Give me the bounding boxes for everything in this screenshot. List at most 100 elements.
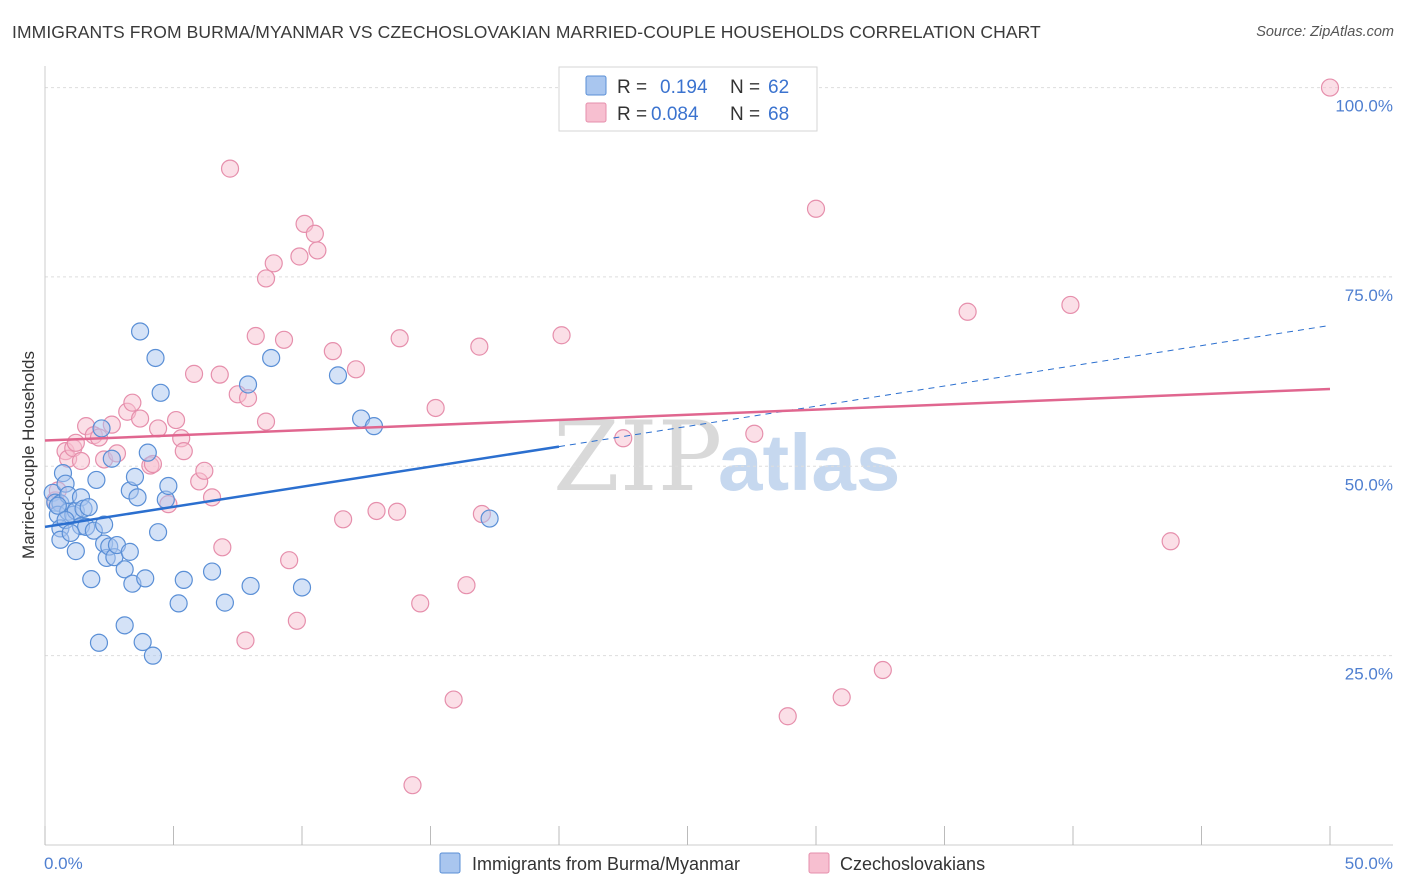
y-tick-label: 100.0% bbox=[1335, 97, 1393, 116]
gridlines bbox=[45, 87, 1393, 657]
burma-point bbox=[128, 488, 147, 507]
stats-legend-blue-r-label: R = bbox=[617, 77, 647, 98]
stats-legend-pink-r-label: R = bbox=[617, 104, 647, 125]
czech-point bbox=[236, 631, 255, 650]
burma-point bbox=[115, 560, 134, 579]
czech-point bbox=[614, 429, 633, 448]
czech-point bbox=[174, 442, 193, 461]
burma-point bbox=[202, 562, 222, 581]
czech-point bbox=[210, 365, 229, 384]
burma-point bbox=[48, 496, 67, 515]
burma-point bbox=[328, 366, 348, 385]
burma-point bbox=[159, 476, 178, 496]
czech-point bbox=[1161, 532, 1180, 551]
burma-point bbox=[102, 449, 121, 468]
burma-point bbox=[87, 470, 106, 490]
series-czechoslovakians-points bbox=[46, 78, 1340, 795]
burma-point bbox=[89, 633, 109, 652]
czech-point bbox=[323, 342, 342, 361]
czech-point bbox=[202, 488, 222, 507]
stats-legend-blue-swatch bbox=[585, 75, 607, 96]
czech-point bbox=[274, 330, 294, 349]
czech-point bbox=[264, 254, 283, 273]
czech-point bbox=[426, 398, 445, 418]
czech-point bbox=[66, 433, 85, 452]
czech-point bbox=[305, 224, 324, 243]
burma-point bbox=[92, 419, 111, 438]
czech-point bbox=[444, 690, 463, 709]
burma-point bbox=[238, 375, 258, 394]
czech-point bbox=[411, 594, 430, 613]
y-tick-label: 75.0% bbox=[1345, 286, 1393, 305]
legend-burma-label: Immigrants from Burma/Myanmar bbox=[472, 854, 740, 874]
burma-point bbox=[138, 443, 157, 462]
czech-point bbox=[832, 688, 851, 707]
stats-legend-blue-n-value: 62 bbox=[768, 77, 789, 98]
czech-point bbox=[387, 502, 407, 521]
burma-point bbox=[79, 498, 98, 517]
y-axis-label: Married-couple Households bbox=[19, 351, 38, 559]
burma-trend-extension bbox=[558, 324, 1331, 448]
burma-point bbox=[174, 570, 193, 590]
burma-point bbox=[120, 542, 139, 561]
czech-point bbox=[1320, 78, 1340, 97]
x-tick-label-min: 0.0% bbox=[44, 854, 83, 873]
y-tick-labels: 25.0% 50.0% 75.0% 100.0% bbox=[1335, 97, 1393, 684]
czech-point bbox=[195, 461, 214, 480]
burma-point bbox=[66, 542, 85, 561]
czech-point bbox=[246, 326, 265, 346]
czech-point bbox=[334, 510, 353, 529]
czech-point bbox=[280, 551, 299, 570]
legend-czech-label: Czechoslovakians bbox=[840, 854, 985, 874]
burma-point bbox=[292, 578, 312, 597]
burma-point bbox=[133, 632, 152, 652]
czech-point bbox=[148, 419, 168, 438]
czech-point bbox=[873, 660, 892, 680]
burma-point bbox=[125, 467, 145, 486]
burma-point bbox=[82, 570, 101, 589]
source-label: Source: ZipAtlas.com bbox=[1256, 24, 1394, 40]
czech-point bbox=[470, 337, 489, 356]
burma-point bbox=[130, 322, 150, 341]
stats-legend-pink-n-label: N = bbox=[730, 104, 760, 125]
burma-point bbox=[115, 616, 134, 635]
czech-point bbox=[308, 241, 327, 260]
watermark-atlas: atlas bbox=[718, 418, 900, 507]
czech-point bbox=[287, 611, 306, 630]
stats-legend-pink-swatch bbox=[585, 102, 607, 123]
czech-point bbox=[778, 707, 797, 726]
burma-point bbox=[151, 383, 170, 402]
burma-point bbox=[61, 523, 80, 543]
czech-point bbox=[552, 326, 571, 345]
stats-legend-pink-r-value: 0.084 bbox=[651, 104, 699, 125]
czech-point bbox=[71, 451, 91, 471]
bottom-legend: Immigrants from Burma/Myanmar Czechoslov… bbox=[439, 852, 985, 874]
burma-trend-line bbox=[44, 445, 560, 529]
czech-point bbox=[256, 412, 276, 431]
czech-point bbox=[958, 302, 977, 321]
czech-point bbox=[184, 364, 204, 383]
czech-point bbox=[123, 393, 142, 412]
burma-point bbox=[136, 569, 155, 588]
burma-point bbox=[241, 576, 260, 596]
czech-point bbox=[745, 424, 764, 443]
axes bbox=[44, 66, 1393, 846]
stats-legend-blue-n-label: N = bbox=[730, 77, 760, 98]
czech-point bbox=[403, 776, 422, 795]
burma-point bbox=[148, 523, 168, 542]
czech-point bbox=[346, 360, 366, 379]
legend-czech-swatch bbox=[808, 852, 830, 874]
stats-legend-pink-n-value: 68 bbox=[768, 104, 789, 125]
legend-burma-swatch bbox=[439, 852, 461, 874]
czech-point bbox=[1061, 295, 1080, 315]
y-tick-label: 50.0% bbox=[1345, 475, 1393, 494]
trend-lines bbox=[44, 324, 1331, 529]
czech-point bbox=[213, 538, 232, 557]
burma-point bbox=[480, 509, 499, 528]
stats-legend-blue-r-value: 0.194 bbox=[660, 77, 708, 98]
czech-point bbox=[290, 247, 309, 266]
czech-point bbox=[390, 329, 409, 348]
chart-title: IMMIGRANTS FROM BURMA/MYANMAR VS CZECHOS… bbox=[12, 22, 1041, 42]
burma-point bbox=[262, 348, 281, 368]
czech-point bbox=[130, 409, 150, 428]
